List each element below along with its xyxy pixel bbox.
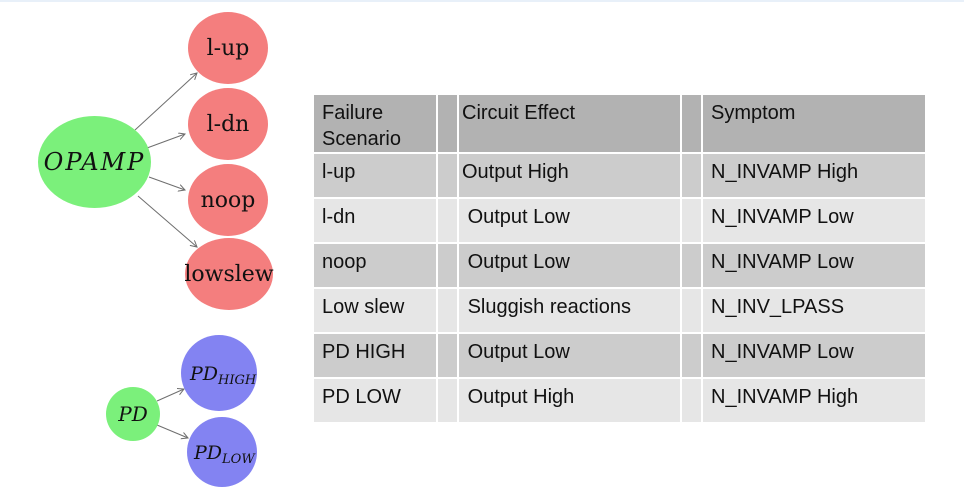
node-opamp [38,116,151,208]
table-gap-cell [682,244,701,287]
failure-scenario-table: Failure Scenario Circuit Effect Symptom … [314,95,925,422]
node-lup [188,12,268,84]
node-noop [188,164,268,236]
node-pdlow [187,417,257,487]
table-cell-scenario: PD LOW [314,379,436,422]
table-gap-cell [682,154,701,197]
table-cell-symptom: N_INVAMP High [703,154,925,197]
table-gap-cell [682,289,701,332]
node-lowslew [185,238,273,310]
table-gap-cell [682,95,701,152]
node-pdhigh-label: PDHIGH [189,363,257,388]
arrow-pd-to-pdlow [156,424,188,438]
node-ldn [188,88,268,160]
table-header-symptom: Symptom [703,95,925,152]
table-cell-symptom: N_INVAMP High [703,379,925,422]
table-header-failure-scenario: Failure Scenario [314,95,436,152]
node-pdhigh [181,335,257,411]
table-cell-effect: Output Low [459,334,680,377]
table-gap-cell [438,379,457,422]
table-cell-symptom: N_INVAMP Low [703,244,925,287]
table-gap-cell [682,199,701,242]
table-gap-cell [438,289,457,332]
table-gap-cell [438,199,457,242]
arrow-opamp-to-lowslew [137,195,197,247]
table-header-circuit-effect: Circuit Effect [459,95,680,152]
table-cell-effect: Sluggish reactions [459,289,680,332]
table-gap-cell [438,95,457,152]
node-ldn-label: l-dn [207,112,250,137]
table-cell-scenario: noop [314,244,436,287]
table-cell-symptom: N_INVAMP Low [703,334,925,377]
node-pd-label: PD [117,402,148,426]
table-gap-cell [438,334,457,377]
node-pd [106,387,160,441]
table-cell-scenario: l-dn [314,199,436,242]
table-cell-effect: Output Low [459,244,680,287]
window-top-edge [0,0,964,2]
arrow-pd-to-pdhigh [156,389,184,402]
table-cell-symptom: N_INV_LPASS [703,289,925,332]
node-lowslew-label: lowslew [184,262,273,287]
node-opamp-label: OPAMP [44,148,146,176]
table-gap-cell [682,334,701,377]
fault-tree-diagram: OPAMP l-up l-dn noop lowslew PD PDHIGH P… [38,12,274,487]
table-cell-effect: Output High [459,379,680,422]
table-cell-effect: Output High [459,154,680,197]
arrow-opamp-to-ldn [146,134,185,149]
node-lup-label: l-up [207,36,250,61]
arrow-opamp-to-noop [148,176,185,190]
table-cell-symptom: N_INVAMP Low [703,199,925,242]
table-cell-scenario: Low slew [314,289,436,332]
table-cell-effect: Output Low [459,199,680,242]
node-noop-label: noop [201,188,256,213]
node-pdlow-label: PDLOW [193,442,256,467]
table-gap-cell [438,154,457,197]
table-cell-scenario: l-up [314,154,436,197]
table-gap-cell [438,244,457,287]
table-gap-cell [682,379,701,422]
arrow-opamp-to-lup [134,73,197,131]
table-cell-scenario: PD HIGH [314,334,436,377]
